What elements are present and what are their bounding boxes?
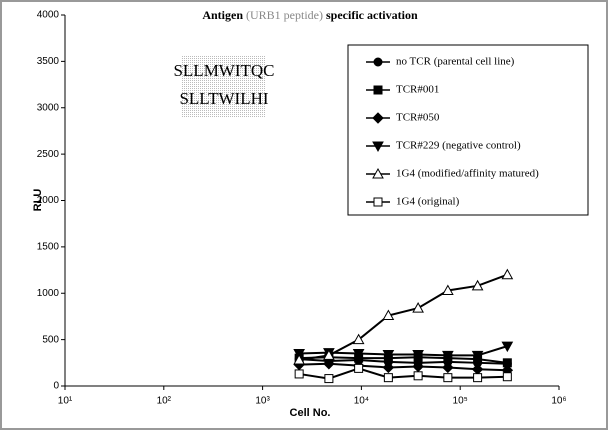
chart-title: Antigen (URB1 peptide) specific activati…	[202, 8, 418, 22]
x-tick-label: 10⁵	[453, 396, 468, 407]
x-tick-label: 10⁴	[354, 396, 369, 407]
series-line	[298, 367, 508, 380]
annotation: SLLTWILHI	[179, 89, 268, 108]
marker	[382, 349, 395, 361]
legend-label: TCR#050	[396, 112, 440, 124]
series-line	[299, 356, 508, 364]
y-tick-label: 1000	[37, 288, 60, 299]
marker	[442, 284, 454, 295]
x-tick-label: 10¹	[58, 396, 73, 407]
marker	[382, 361, 395, 374]
series-line	[299, 358, 508, 365]
x-tick-label: 10⁶	[551, 396, 566, 407]
marker	[383, 373, 393, 383]
marker	[352, 349, 365, 360]
marker	[382, 309, 395, 321]
legend-label: 1G4 (modified/affinity matured)	[396, 168, 539, 180]
marker	[443, 373, 453, 383]
x-tick-label: 10²	[157, 396, 172, 407]
legend-label: TCR#229 (negative control)	[396, 140, 521, 152]
marker	[471, 350, 484, 362]
y-tick-label: 1500	[37, 242, 60, 253]
y-tick-label: 3000	[37, 102, 60, 113]
legend-marker	[373, 57, 383, 67]
marker	[324, 374, 334, 384]
marker	[412, 349, 424, 361]
marker	[323, 358, 335, 370]
legend-marker	[372, 141, 384, 153]
marker	[293, 354, 306, 365]
legend	[347, 44, 589, 216]
legend-marker	[373, 85, 383, 95]
x-tick-label: 10³	[255, 396, 270, 407]
marker	[413, 371, 423, 381]
y-axis-label: RLU	[32, 189, 44, 212]
annotation-box	[182, 55, 266, 117]
y-tick-label: 2500	[37, 149, 60, 160]
x-axis-label: Cell No.	[290, 407, 331, 419]
marker	[442, 350, 454, 362]
series-line	[298, 273, 508, 362]
y-tick-label: 2000	[37, 195, 60, 206]
y-tick-label: 4000	[37, 10, 60, 21]
legend-label: TCR#001	[396, 84, 439, 96]
title-part: Antigen	[202, 8, 243, 22]
y-tick-label: 3500	[37, 56, 60, 67]
marker	[412, 302, 424, 313]
legend-marker	[372, 167, 384, 179]
marker	[502, 372, 512, 382]
legend-marker	[373, 197, 383, 207]
annotation: SLLMWITQC	[173, 61, 274, 80]
marker	[473, 373, 483, 383]
marker	[354, 363, 364, 373]
marker	[352, 333, 365, 345]
y-tick-label: 500	[42, 334, 59, 345]
legend-marker	[372, 112, 384, 124]
marker	[323, 349, 335, 360]
title-part: specific activation	[326, 8, 418, 22]
marker	[442, 361, 454, 374]
marker	[501, 341, 514, 353]
legend-label: 1G4 (original)	[396, 196, 460, 208]
y-tick-label: 0	[53, 381, 59, 392]
marker	[471, 279, 484, 291]
marker	[501, 268, 514, 280]
title-part: (URB1 peptide)	[246, 8, 323, 22]
marker	[294, 369, 304, 379]
legend-label: no TCR (parental cell line)	[396, 56, 515, 68]
